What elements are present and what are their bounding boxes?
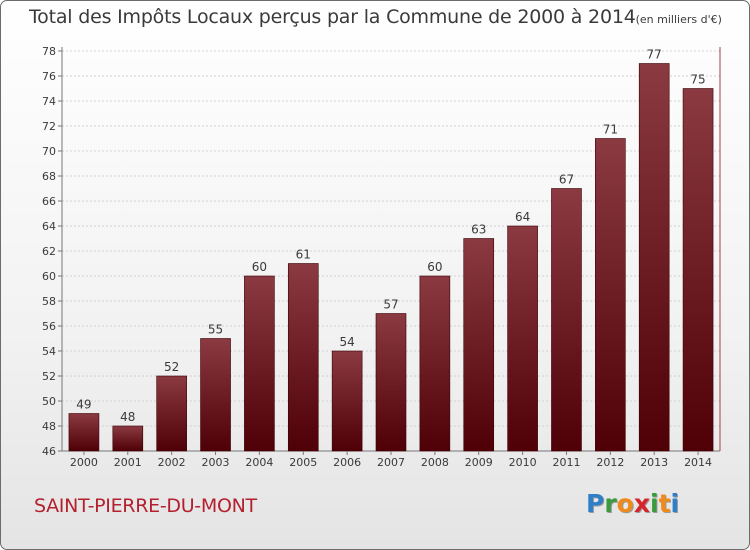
data-label: 77 <box>647 48 662 62</box>
x-tick-label: 2010 <box>509 456 537 469</box>
commune-name: SAINT-PIERRE-DU-MONT <box>34 495 257 517</box>
bar <box>244 275 275 452</box>
data-label: 64 <box>515 210 530 224</box>
y-tick-label: 76 <box>42 70 56 83</box>
data-label: 48 <box>120 410 135 424</box>
x-tick-label: 2008 <box>421 456 449 469</box>
y-tick-label: 50 <box>42 395 56 408</box>
x-tick-label: 2007 <box>377 456 405 469</box>
bar <box>156 375 187 452</box>
bar <box>551 188 582 452</box>
y-tick-label: 72 <box>42 120 56 133</box>
data-label: 52 <box>164 360 179 374</box>
x-tick-label: 2001 <box>114 456 142 469</box>
bar <box>112 425 144 452</box>
x-tick-label: 2005 <box>289 456 317 469</box>
logo-letter: o <box>616 489 634 518</box>
y-tick-label: 68 <box>42 170 56 183</box>
bar <box>200 338 231 452</box>
x-tick-label: 2012 <box>596 456 624 469</box>
bar <box>287 263 319 452</box>
x-tick-label: 2003 <box>202 456 230 469</box>
logo-letter: x <box>633 489 650 518</box>
data-label: 54 <box>339 335 354 349</box>
data-label: 60 <box>427 260 442 274</box>
x-tick-label: 2013 <box>640 456 668 469</box>
x-tick-label: 2011 <box>552 456 580 469</box>
logo-letter: i <box>670 489 680 518</box>
y-tick-label: 70 <box>42 145 56 158</box>
logo-letter: P <box>586 489 605 518</box>
logo-letter: r <box>604 489 617 518</box>
bar <box>638 63 670 452</box>
y-tick-label: 54 <box>42 345 56 358</box>
bar <box>595 138 626 452</box>
data-label: 60 <box>252 260 267 274</box>
x-tick-label: 2014 <box>684 456 712 469</box>
x-tick-label: 2006 <box>333 456 361 469</box>
data-label: 63 <box>471 223 486 237</box>
x-tick-label: 2000 <box>70 456 98 469</box>
y-tick-label: 64 <box>42 220 56 233</box>
x-tick-label: 2004 <box>245 456 273 469</box>
data-label: 71 <box>603 123 618 137</box>
y-tick-label: 60 <box>42 270 56 283</box>
data-label: 55 <box>208 323 223 337</box>
bar <box>419 275 451 452</box>
y-tick-label: 62 <box>42 245 56 258</box>
data-label: 49 <box>76 398 91 412</box>
y-tick-label: 78 <box>42 45 56 58</box>
y-tick-label: 58 <box>42 295 56 308</box>
y-tick-label: 46 <box>42 445 56 458</box>
y-tick-label: 48 <box>42 420 56 433</box>
logo-letter: i <box>650 489 659 518</box>
x-tick-label: 2009 <box>465 456 493 469</box>
bar <box>375 313 407 452</box>
data-label: 67 <box>559 173 574 187</box>
y-tick-label: 52 <box>42 370 56 383</box>
data-label: 75 <box>690 73 705 87</box>
bar <box>463 238 495 452</box>
proxiti-logo: Proxiti <box>586 489 679 518</box>
bar <box>331 350 363 452</box>
chart-title-text: Total des Impôts Locaux perçus par la Co… <box>29 6 636 28</box>
chart-unit: (en milliers d'€) <box>635 13 722 26</box>
bar <box>682 88 714 452</box>
y-tick-label: 66 <box>42 195 56 208</box>
data-label: 61 <box>296 248 311 262</box>
logo-letter: t <box>658 489 671 518</box>
y-tick-label: 56 <box>42 320 56 333</box>
chart-title: Total des Impôts Locaux perçus par la Co… <box>29 6 722 28</box>
bar <box>68 413 100 452</box>
data-label: 57 <box>383 298 398 312</box>
y-tick-label: 74 <box>42 95 56 108</box>
x-tick-label: 2002 <box>158 456 186 469</box>
bar <box>507 225 538 452</box>
